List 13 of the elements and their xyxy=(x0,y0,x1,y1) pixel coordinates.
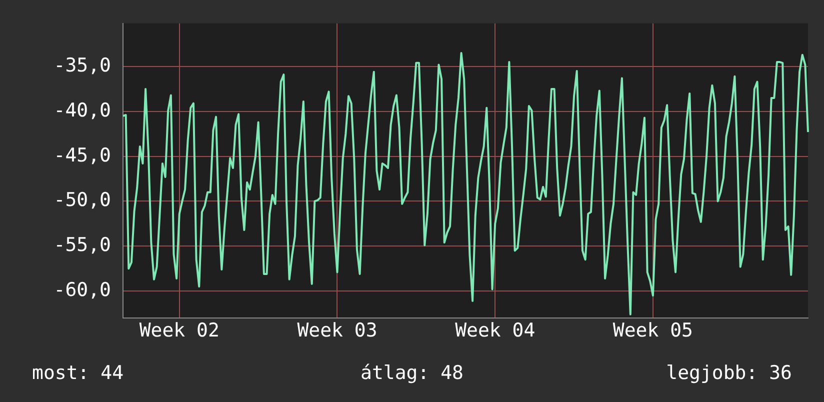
x-tick-label: Week 05 xyxy=(612,319,693,342)
x-tick-label: Week 03 xyxy=(297,319,378,342)
x-tick-label: Week 02 xyxy=(139,319,220,342)
x-tick-label: Week 04 xyxy=(455,319,536,342)
y-tick-label: -50,0 xyxy=(54,189,111,212)
y-tick-label: -35,0 xyxy=(54,54,111,76)
text: átlag: 48 xyxy=(360,362,464,384)
y-tick-label: -55,0 xyxy=(54,234,111,256)
y-tick-label: -60,0 xyxy=(54,278,111,301)
y-tick-label: -45,0 xyxy=(54,144,111,166)
text: legjobb: 36 xyxy=(666,362,792,384)
y-tick-label: -40,0 xyxy=(54,99,111,122)
text: most: 44 xyxy=(32,362,124,384)
